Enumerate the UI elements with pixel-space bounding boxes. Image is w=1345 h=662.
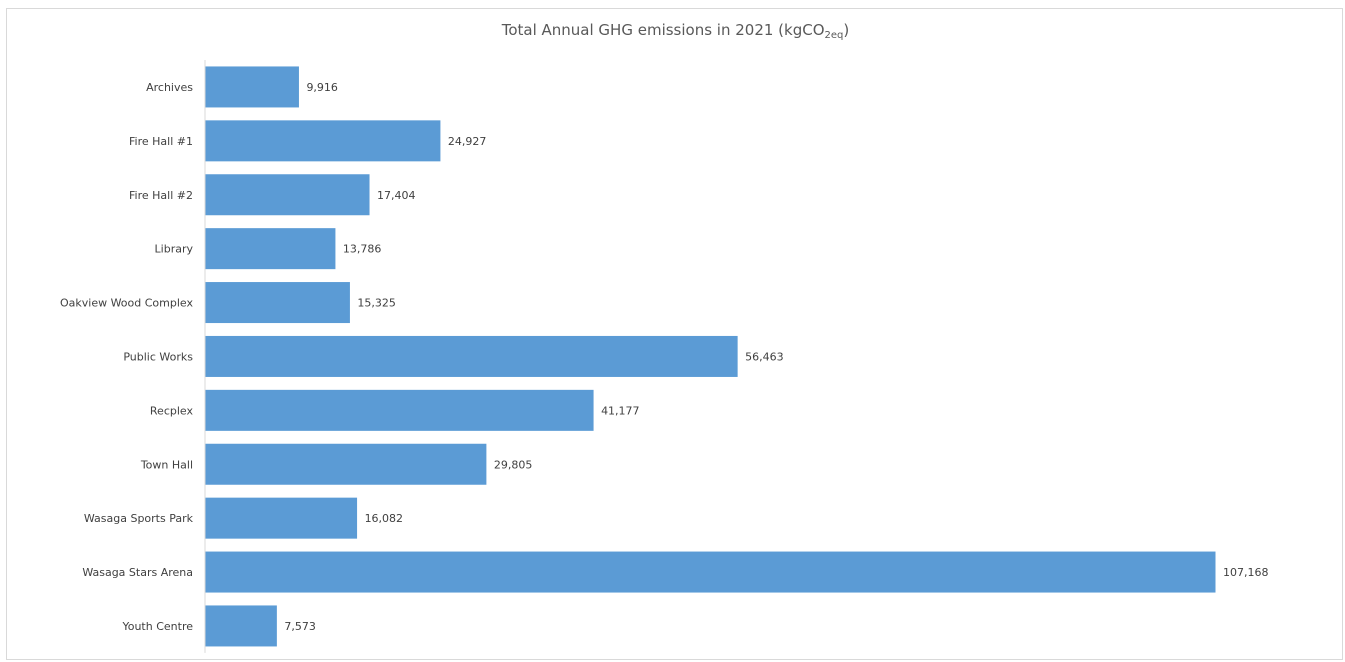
value-label: 15,325 — [357, 297, 396, 310]
category-label: Wasaga Stars Arena — [82, 566, 193, 579]
chart-frame: Total Annual GHG emissions in 2021 (kgCO… — [6, 8, 1343, 660]
category-label: Fire Hall #1 — [129, 135, 193, 148]
bar — [205, 497, 358, 539]
value-label: 107,168 — [1223, 566, 1269, 579]
category-label: Town Hall — [140, 458, 193, 471]
value-label: 17,404 — [377, 189, 416, 202]
category-label: Youth Centre — [121, 620, 193, 633]
bar — [205, 120, 441, 162]
bar — [205, 228, 336, 270]
value-label: 41,177 — [601, 404, 640, 417]
bar — [205, 335, 738, 377]
category-label: Recplex — [150, 404, 194, 417]
category-label: Wasaga Sports Park — [84, 512, 194, 525]
value-label: 56,463 — [745, 350, 784, 363]
bar — [205, 389, 594, 431]
value-label: 24,927 — [448, 135, 487, 148]
category-label: Archives — [146, 81, 193, 94]
bar — [205, 66, 299, 108]
chart-title: Total Annual GHG emissions in 2021 (kgCO… — [7, 21, 1344, 41]
bar — [205, 174, 370, 216]
chart-title-close: ) — [843, 21, 850, 39]
bar — [205, 443, 487, 485]
bar — [205, 282, 350, 324]
category-label: Oakview Wood Complex — [60, 297, 194, 310]
bar-chart: Archives 9,916 Fire Hall #1 24,927 Fire Hall… — [60, 60, 1269, 653]
value-label: 16,082 — [365, 512, 404, 525]
bar — [205, 551, 1216, 593]
chart-title-subscript: 2eq — [824, 30, 844, 41]
value-label: 9,916 — [306, 81, 338, 94]
bar — [205, 605, 277, 647]
value-label: 7,573 — [284, 620, 316, 633]
category-label: Public Works — [123, 350, 193, 363]
category-label: Library — [155, 243, 194, 256]
chart-title-text: Total Annual GHG emissions in 2021 (kgCO — [501, 21, 825, 39]
value-label: 13,786 — [343, 243, 382, 256]
value-label: 29,805 — [494, 458, 533, 471]
category-label: Fire Hall #2 — [129, 189, 193, 202]
